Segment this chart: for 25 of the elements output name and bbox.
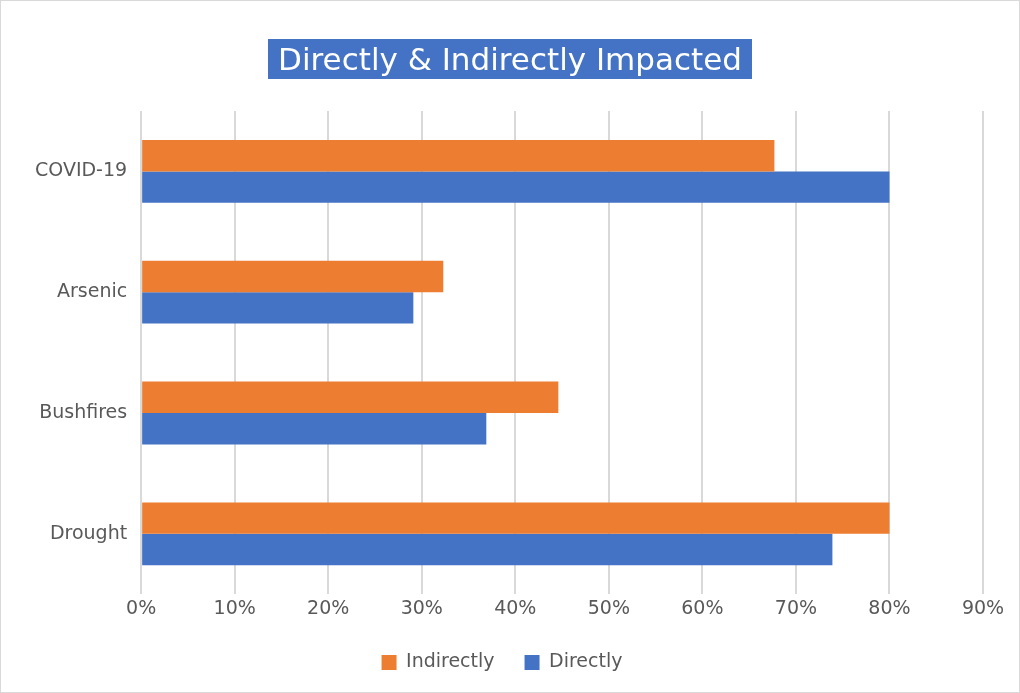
x-tick-label: 70% [774, 595, 818, 618]
x-tick-label: 60% [681, 595, 724, 618]
legend-label: Indirectly [406, 649, 495, 672]
x-tick-label: 0% [126, 595, 157, 618]
bar [142, 381, 559, 413]
bar [142, 260, 444, 293]
bar [142, 171, 890, 203]
bar [142, 533, 833, 566]
y-tick-label: Bushfires [39, 399, 128, 422]
bar [142, 502, 890, 534]
x-tick-label: 90% [961, 595, 1005, 618]
legend-label: Directly [549, 649, 623, 672]
x-tick-label: 40% [494, 595, 537, 618]
bar [142, 413, 487, 445]
y-tick-label: Arsenic [56, 279, 128, 302]
x-tick-label: 30% [400, 595, 443, 618]
y-tick-label: COVID-19 [35, 158, 128, 181]
bar [142, 139, 775, 172]
bar [142, 292, 414, 324]
y-tick-label: Drought [49, 520, 128, 543]
x-tick-label: 50% [587, 595, 630, 618]
x-tick-label: 80% [868, 595, 911, 618]
x-tick-label: 20% [307, 595, 350, 618]
chart-title: Directly & Indirectly Impacted [268, 39, 752, 79]
x-tick-label: 10% [213, 595, 256, 618]
